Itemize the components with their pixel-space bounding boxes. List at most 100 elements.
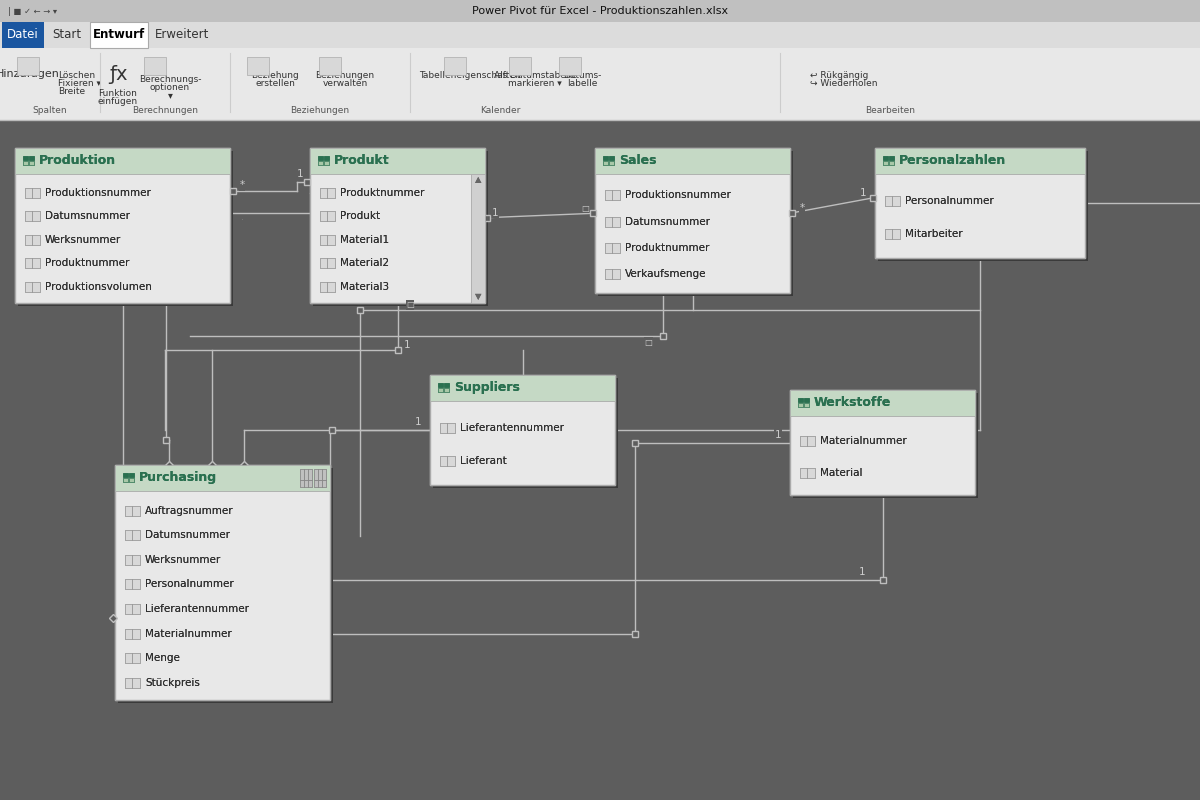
Bar xyxy=(23,161,28,165)
Bar xyxy=(115,465,330,491)
Bar xyxy=(878,151,1088,261)
Text: Produktionsvolumen: Produktionsvolumen xyxy=(46,282,152,291)
Text: Menge: Menge xyxy=(145,653,180,663)
Bar xyxy=(25,234,40,245)
Bar xyxy=(14,148,230,303)
Text: Personalnummer: Personalnummer xyxy=(905,196,994,206)
Text: Purchasing: Purchasing xyxy=(139,471,217,485)
Bar xyxy=(320,258,335,268)
Text: Beziehung: Beziehung xyxy=(251,71,299,81)
Bar xyxy=(320,211,335,222)
Text: ▾: ▾ xyxy=(168,90,173,100)
Bar xyxy=(314,469,326,487)
Bar xyxy=(875,148,1085,258)
Text: *: * xyxy=(240,180,245,190)
Text: Stückpreis: Stückpreis xyxy=(145,678,200,688)
Bar xyxy=(324,161,329,165)
Text: Start: Start xyxy=(53,29,82,42)
Bar xyxy=(438,383,443,387)
Bar xyxy=(14,148,230,303)
Text: Materialnummer: Materialnummer xyxy=(820,436,907,446)
Text: ▲: ▲ xyxy=(475,175,481,185)
Bar xyxy=(150,22,215,48)
Text: Material2: Material2 xyxy=(340,258,389,268)
Bar xyxy=(605,270,620,279)
Bar xyxy=(130,473,134,477)
Text: Produktnummer: Produktnummer xyxy=(340,188,425,198)
Bar xyxy=(444,57,466,75)
Bar xyxy=(2,22,44,48)
Text: Produktnummer: Produktnummer xyxy=(625,243,709,253)
Bar xyxy=(883,156,888,160)
Text: Datumsnummer: Datumsnummer xyxy=(145,530,230,540)
Bar xyxy=(444,383,449,387)
Text: 1: 1 xyxy=(859,567,866,577)
Bar xyxy=(595,148,790,174)
Bar xyxy=(604,156,608,160)
Bar xyxy=(125,530,140,540)
Bar xyxy=(23,156,28,160)
Bar xyxy=(509,57,530,75)
Bar xyxy=(444,388,449,392)
Bar xyxy=(25,188,40,198)
Text: Werkstoffe: Werkstoffe xyxy=(814,397,892,410)
Bar xyxy=(125,653,140,663)
Bar xyxy=(886,230,900,239)
Bar xyxy=(804,398,809,402)
Bar xyxy=(595,148,790,293)
Bar xyxy=(23,161,28,165)
Bar xyxy=(124,473,128,477)
Bar xyxy=(320,188,335,198)
Text: *: * xyxy=(799,203,804,214)
Text: Personalnummer: Personalnummer xyxy=(905,196,994,206)
Bar xyxy=(320,258,335,268)
Bar xyxy=(605,190,620,200)
Bar xyxy=(790,390,974,495)
Text: Produktionsnummer: Produktionsnummer xyxy=(46,188,151,198)
Bar xyxy=(29,161,34,165)
Text: Tabelleneigenschaften: Tabelleneigenschaften xyxy=(419,71,521,81)
Bar xyxy=(800,468,815,478)
Text: 1: 1 xyxy=(404,340,410,350)
Text: Datumsnummer: Datumsnummer xyxy=(625,217,710,226)
Text: Materialnummer: Materialnummer xyxy=(145,629,232,638)
Bar xyxy=(300,469,312,487)
Text: Produktionsnummer: Produktionsnummer xyxy=(46,188,151,198)
Text: Power Pivot für Excel - Produktionszahlen.xlsx: Power Pivot für Excel - Produktionszahle… xyxy=(472,6,728,16)
Bar xyxy=(598,151,793,296)
Bar xyxy=(889,156,894,160)
Bar xyxy=(318,156,323,160)
Bar xyxy=(318,161,323,165)
Bar xyxy=(883,161,888,165)
Text: Mitarbeiter: Mitarbeiter xyxy=(905,230,962,239)
Bar xyxy=(440,457,455,466)
Text: Hinzufügen: Hinzufügen xyxy=(0,69,60,79)
Text: Personalnummer: Personalnummer xyxy=(145,579,234,590)
Text: Werksnummer: Werksnummer xyxy=(46,234,121,245)
Bar xyxy=(595,148,790,174)
Bar xyxy=(125,555,140,565)
Bar xyxy=(793,393,978,498)
Text: □: □ xyxy=(644,338,652,346)
Bar xyxy=(118,468,334,703)
Text: Funktion: Funktion xyxy=(98,90,138,98)
Bar xyxy=(605,217,620,226)
Bar xyxy=(605,270,620,279)
Bar xyxy=(25,234,40,245)
Text: 1: 1 xyxy=(775,430,781,439)
Bar xyxy=(324,161,329,165)
Bar xyxy=(0,0,1200,22)
Bar xyxy=(790,390,974,416)
Text: Auftragsnummer: Auftragsnummer xyxy=(145,506,234,516)
Text: ƒx: ƒx xyxy=(109,65,127,83)
Bar xyxy=(318,156,323,160)
Bar xyxy=(440,423,455,433)
Bar xyxy=(124,473,128,477)
Text: Produkt: Produkt xyxy=(340,211,380,222)
Text: Mitarbeiter: Mitarbeiter xyxy=(905,230,962,239)
Text: Material: Material xyxy=(820,468,863,478)
Text: Als Datumstabelle: Als Datumstabelle xyxy=(493,71,576,81)
Text: optionen: optionen xyxy=(150,82,190,91)
Text: Beziehungen: Beziehungen xyxy=(316,71,374,81)
Text: Bearbeiten: Bearbeiten xyxy=(865,106,916,115)
